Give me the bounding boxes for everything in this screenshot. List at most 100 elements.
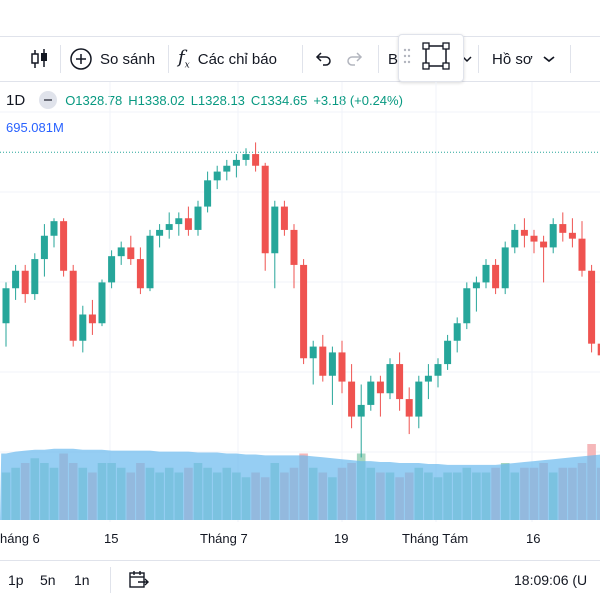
candle-body <box>290 229 298 265</box>
candle <box>588 264 596 353</box>
range-5n-label: 5n <box>40 572 56 588</box>
candle-body <box>453 323 461 341</box>
candle-body <box>463 288 471 324</box>
separator <box>110 567 111 593</box>
clock[interactable]: 18:09:06 (U <box>514 561 587 599</box>
candle <box>520 218 528 248</box>
redo-button[interactable] <box>344 37 366 81</box>
rectangle-select-icon <box>422 41 450 70</box>
candle-body <box>184 218 192 230</box>
candle <box>319 334 327 382</box>
candle-body <box>213 171 221 181</box>
clock-label: 18:09:06 (U <box>514 572 588 588</box>
candle <box>117 241 125 265</box>
compare-button[interactable]: So sánh <box>68 37 155 81</box>
candle <box>597 343 600 356</box>
candle <box>568 218 576 248</box>
floating-drawing-toolbar[interactable] <box>398 34 464 82</box>
candle-body <box>223 165 231 172</box>
candle-body <box>588 270 596 344</box>
collapse-legend-button[interactable] <box>39 91 58 109</box>
indicators-button[interactable]: fx Các chỉ báo <box>178 37 277 81</box>
layout-dropdown-button[interactable] <box>460 37 474 81</box>
candle <box>2 282 10 347</box>
candle-body <box>434 364 442 376</box>
candle <box>223 159 231 181</box>
candle <box>415 375 423 429</box>
candle-body <box>280 206 288 230</box>
candle <box>146 229 154 292</box>
range-5n-button[interactable]: 5n <box>40 561 56 599</box>
candle <box>444 334 452 370</box>
candle-body <box>79 314 87 341</box>
close-value: C1334.65 <box>250 92 308 108</box>
candle <box>50 218 58 248</box>
compare-label: So sánh <box>100 50 156 68</box>
candle <box>108 250 116 289</box>
candles <box>2 142 600 458</box>
candle-body <box>357 404 365 417</box>
x-tick-label: 15 <box>104 531 119 546</box>
grid <box>0 82 600 522</box>
candle <box>290 224 298 289</box>
range-1n-button[interactable]: 1n <box>74 561 90 599</box>
candle <box>453 317 461 353</box>
candle-body <box>530 235 538 242</box>
undo-button[interactable] <box>312 37 334 81</box>
candle <box>252 142 260 172</box>
low-value: L1328.13 <box>190 92 245 108</box>
volume-ma-area <box>0 448 600 520</box>
candle-body <box>98 282 106 324</box>
plus-circle-icon <box>70 48 92 70</box>
candle-body <box>2 288 10 324</box>
candle <box>348 364 356 429</box>
candle-body <box>540 241 548 248</box>
candle <box>578 221 586 277</box>
candle-body <box>549 224 557 248</box>
profile-label: Hồ sơ <box>492 50 533 68</box>
candle-body <box>136 259 144 289</box>
candle <box>396 352 404 411</box>
candle <box>98 279 106 327</box>
candle-body <box>88 314 96 324</box>
function-icon: fx <box>178 47 190 71</box>
time-axis[interactable]: háng 6 15 Tháng 7 19 Tháng Tám 16 <box>0 522 600 560</box>
profile-button[interactable]: Hồ sơ <box>492 37 555 81</box>
candle <box>12 264 20 300</box>
candle <box>300 259 308 365</box>
candle-body <box>300 264 308 359</box>
candle-body <box>242 154 250 160</box>
separator <box>168 45 169 73</box>
candle-body <box>60 221 68 271</box>
ohlc-legend: 1D O1328.78 H1338.02 L1328.13 C1334.65 +… <box>0 88 403 112</box>
top-toolbar: So sánh fx Các chỉ báo B Hồ sơ <box>0 36 600 82</box>
chevron-down-icon <box>462 56 472 63</box>
candle-body <box>261 165 269 254</box>
candle <box>156 224 164 248</box>
candle <box>434 358 442 388</box>
candles-chart-type-button[interactable] <box>26 37 52 81</box>
candle-body <box>472 282 480 289</box>
candle <box>472 276 480 312</box>
candle-body <box>232 159 240 166</box>
candle <box>357 384 365 458</box>
candle <box>40 224 48 277</box>
candle <box>540 235 548 283</box>
candle <box>271 200 279 289</box>
candle <box>136 247 144 295</box>
goto-date-button[interactable] <box>128 561 150 599</box>
separator <box>478 45 479 73</box>
range-1p-button[interactable]: 1p <box>8 561 24 599</box>
layout-label: B <box>388 50 399 68</box>
price-chart[interactable] <box>0 82 600 522</box>
separator <box>570 45 571 73</box>
drag-handle[interactable] <box>403 45 411 72</box>
candle <box>31 253 39 300</box>
candle-body <box>40 235 48 260</box>
candle <box>549 218 557 254</box>
candle <box>175 212 183 236</box>
candle <box>309 340 317 385</box>
redo-icon <box>347 52 363 66</box>
layout-button[interactable]: B <box>388 37 398 81</box>
rectangle-select-button[interactable] <box>421 41 451 76</box>
